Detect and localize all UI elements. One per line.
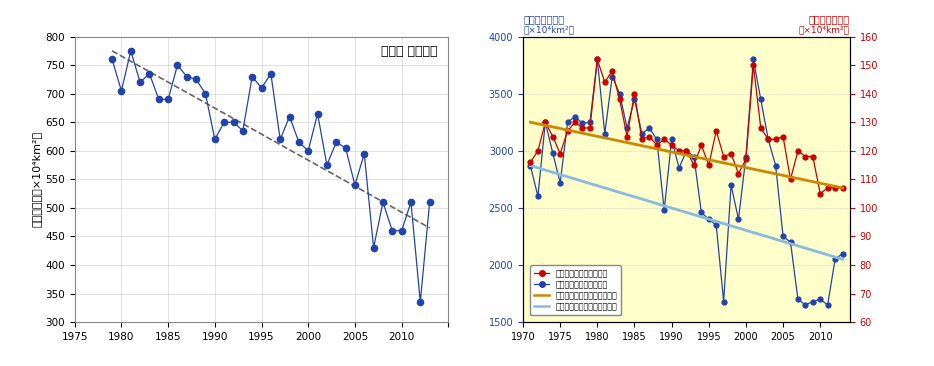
- Text: （×10⁴km²）: （×10⁴km²）: [523, 26, 574, 35]
- Text: （×10⁴km²）: （×10⁴km²）: [799, 26, 850, 35]
- Text: 最大海水域面積: 最大海水域面積: [809, 14, 850, 24]
- Y-axis label: 海水域面積（×10⁴km²）: 海水域面積（×10⁴km²）: [31, 131, 41, 227]
- Text: 積算海水域面積: 積算海水域面積: [523, 14, 564, 24]
- Text: 北極域 年最小値: 北極域 年最小値: [381, 45, 437, 58]
- Legend: 最大海水域面積（右軸）, 積算海水域面積（左軸）, 最大海水域面積（変化傾向）, 積算海水域面積（変化傾向）: 最大海水域面積（右軸）, 積算海水域面積（左軸）, 最大海水域面積（変化傾向）,…: [531, 265, 621, 315]
